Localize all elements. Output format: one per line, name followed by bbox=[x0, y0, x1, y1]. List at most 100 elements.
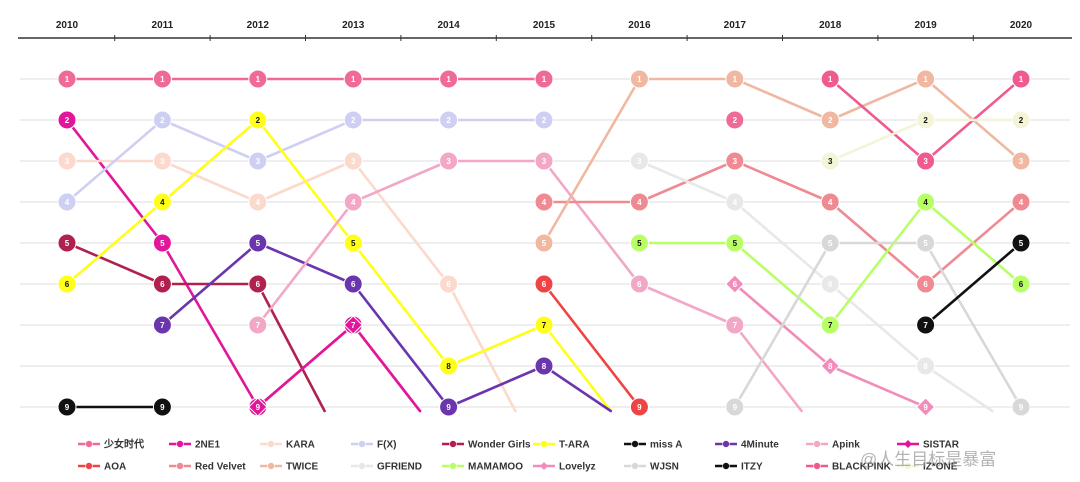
legend-label: SISTAR bbox=[923, 440, 960, 451]
data-point: 4 bbox=[1011, 192, 1031, 212]
legend-label: TWICE bbox=[286, 462, 319, 473]
legend-item: Red Velvet bbox=[169, 462, 246, 473]
data-point-marker bbox=[343, 192, 363, 212]
legend-swatch-marker bbox=[358, 462, 366, 470]
data-label: 4 bbox=[1019, 198, 1024, 207]
data-point: 5 bbox=[629, 233, 649, 253]
data-point-marker bbox=[439, 356, 459, 376]
data-point-marker bbox=[439, 151, 459, 171]
data-point: 1 bbox=[57, 69, 77, 89]
data-label: 1 bbox=[65, 75, 70, 84]
legend-swatch-marker bbox=[722, 440, 730, 448]
data-point: 1 bbox=[820, 69, 840, 89]
legend-label: ITZY bbox=[741, 462, 763, 473]
data-point: 5 bbox=[916, 233, 936, 253]
legend-swatch-marker bbox=[176, 462, 184, 470]
x-tick-label: 2013 bbox=[342, 20, 365, 31]
data-label: 7 bbox=[923, 321, 928, 330]
data-point-marker bbox=[820, 233, 840, 253]
data-point: 5 bbox=[152, 233, 172, 253]
data-point: 5 bbox=[343, 233, 363, 253]
data-point-marker bbox=[57, 397, 77, 417]
data-label: 1 bbox=[923, 75, 928, 84]
legend-swatch-marker bbox=[631, 440, 639, 448]
data-point-marker bbox=[152, 192, 172, 212]
series-line-segment bbox=[733, 323, 803, 413]
data-label: 8 bbox=[542, 362, 547, 371]
data-label: 4 bbox=[160, 198, 165, 207]
data-point-marker bbox=[439, 110, 459, 130]
series-line-segment bbox=[638, 282, 737, 327]
legend-label: Apink bbox=[832, 440, 860, 451]
data-point: 2 bbox=[343, 110, 363, 130]
data-label: 1 bbox=[446, 75, 451, 84]
legend-swatch-marker bbox=[267, 440, 275, 448]
legend-label: Lovelyz bbox=[559, 462, 596, 473]
data-point: 5 bbox=[1011, 233, 1031, 253]
data-point-marker bbox=[1011, 110, 1031, 130]
data-point-marker bbox=[439, 69, 459, 89]
data-point-marker bbox=[534, 315, 554, 335]
x-tick-label: 2015 bbox=[533, 20, 556, 31]
data-point: 6 bbox=[725, 274, 745, 294]
legend-item: SISTAR bbox=[897, 440, 960, 451]
legend-label: 2NE1 bbox=[195, 440, 220, 451]
data-point-marker bbox=[725, 274, 745, 294]
data-label: 9 bbox=[160, 403, 165, 412]
legend-swatch-marker bbox=[540, 440, 548, 448]
data-point-marker bbox=[534, 151, 554, 171]
data-point-marker bbox=[248, 315, 268, 335]
data-label: 5 bbox=[1019, 239, 1024, 248]
data-point-marker bbox=[629, 397, 649, 417]
data-point-marker bbox=[248, 192, 268, 212]
data-label: 1 bbox=[542, 75, 547, 84]
data-point-marker bbox=[916, 69, 936, 89]
data-label: 2 bbox=[446, 116, 451, 125]
data-point: 2 bbox=[57, 110, 77, 130]
x-tick-label: 2017 bbox=[724, 20, 747, 31]
data-label: 9 bbox=[637, 403, 642, 412]
series-line-segment bbox=[65, 118, 164, 245]
legend-label: F(X) bbox=[377, 440, 396, 451]
data-point: 1 bbox=[534, 69, 554, 89]
data-point-marker bbox=[916, 151, 936, 171]
data-point-marker bbox=[57, 69, 77, 89]
series-line-segment bbox=[924, 364, 994, 413]
legend-swatch-marker bbox=[85, 440, 93, 448]
x-axis: 2010 2011 2012 2013 2014 2015 2016 2017 2018 2019… bbox=[18, 20, 1072, 41]
data-point: 4 bbox=[534, 192, 554, 212]
data-point: 7 bbox=[534, 315, 554, 335]
data-label: 5 bbox=[828, 239, 833, 248]
data-point: 3 bbox=[152, 151, 172, 171]
legend-swatch-marker bbox=[267, 462, 275, 470]
data-point-marker bbox=[57, 192, 77, 212]
series-markers: 1 1 1 1 1 1 2 2 5 9 7 3 3 4 3 6 4 2 3 2 2 2 5 6 6 6 4 2 5 8 7 9 9 7 5 6 9 8 7 4… bbox=[57, 69, 1031, 417]
data-point: 2 bbox=[439, 110, 459, 130]
data-point-marker bbox=[916, 315, 936, 335]
data-point-marker bbox=[916, 274, 936, 294]
data-label: 2 bbox=[828, 116, 833, 125]
data-point-marker bbox=[629, 151, 649, 171]
data-point: 6 bbox=[916, 274, 936, 294]
data-point-marker bbox=[152, 274, 172, 294]
data-point: 1 bbox=[916, 69, 936, 89]
data-label: 1 bbox=[256, 75, 261, 84]
data-point-marker bbox=[1011, 274, 1031, 294]
data-point-marker bbox=[1011, 192, 1031, 212]
data-point-marker bbox=[57, 233, 77, 253]
data-point-marker bbox=[725, 151, 745, 171]
legend-item: T-ARA bbox=[533, 440, 590, 451]
legend-item: AOA bbox=[78, 462, 126, 473]
data-point-marker bbox=[820, 110, 840, 130]
legend-swatch-marker bbox=[904, 440, 912, 448]
data-point: 1 bbox=[248, 69, 268, 89]
data-point-marker bbox=[820, 356, 840, 376]
data-label: 2 bbox=[733, 116, 738, 125]
legend-item: ITZY bbox=[715, 462, 763, 473]
legend-item: miss A bbox=[624, 440, 682, 451]
data-point-marker bbox=[152, 69, 172, 89]
legend-item: Apink bbox=[806, 440, 860, 451]
data-point: 7 bbox=[152, 315, 172, 335]
series-line-segment bbox=[161, 118, 260, 204]
legend-swatch-marker bbox=[449, 462, 457, 470]
